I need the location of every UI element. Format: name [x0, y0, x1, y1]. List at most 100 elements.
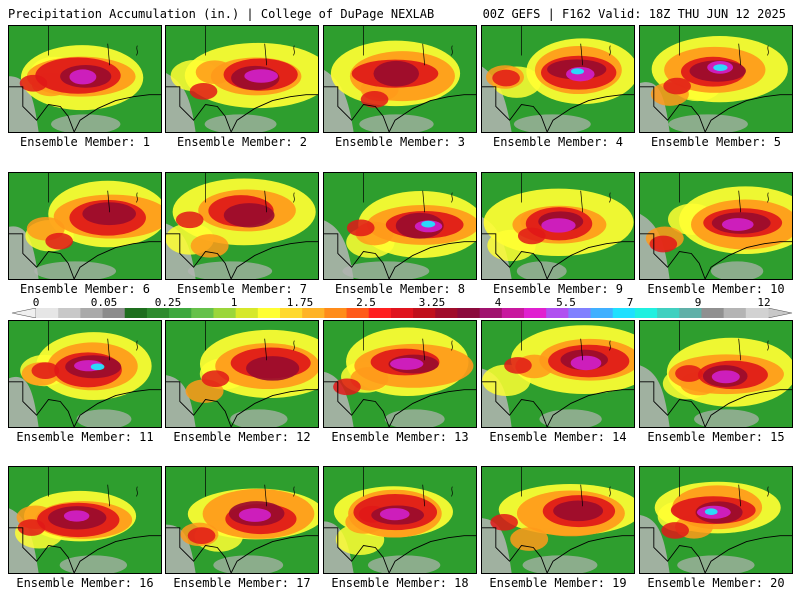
colorbar-tick-label: 0.05	[90, 296, 118, 309]
ensemble-map-panel	[8, 320, 162, 428]
colorbar-swatch	[58, 308, 81, 318]
precip-field-map	[9, 26, 161, 132]
precip-field-map	[482, 321, 634, 427]
ensemble-member-caption: Ensemble Member: 10	[647, 282, 785, 296]
ensemble-map-panel	[8, 172, 162, 280]
precip-field-map	[166, 26, 318, 132]
colorbar-tick-label: 4	[494, 296, 502, 309]
colorbar-swatch	[102, 308, 126, 318]
colorbar-swatch	[280, 308, 303, 318]
colorbar-scale	[11, 308, 793, 318]
ensemble-map-panel	[165, 25, 319, 133]
colorbar-swatch	[80, 308, 104, 318]
ensemble-member-caption: Ensemble Member: 14	[489, 430, 627, 444]
precip-field-map	[640, 173, 792, 279]
colorbar-swatch	[723, 308, 747, 318]
ensemble-map-panel	[639, 25, 793, 133]
colorbar-swatch	[324, 308, 348, 318]
precip-field-map	[640, 321, 792, 427]
ensemble-member-caption: Ensemble Member: 4	[492, 135, 624, 149]
ensemble-map-panel	[481, 320, 635, 428]
ensemble-map-panel	[481, 25, 635, 133]
colorbar-swatch	[745, 308, 769, 318]
ensemble-member-caption: Ensemble Member: 18	[331, 576, 469, 590]
precip-field-map	[9, 173, 161, 279]
ensemble-member-caption: Ensemble Member: 12	[173, 430, 311, 444]
colorbar-swatch	[657, 308, 680, 318]
colorbar-tick-label: 9	[694, 296, 702, 309]
precip-field-map	[9, 321, 161, 427]
ensemble-map-panel	[8, 466, 162, 574]
colorbar-swatch	[390, 308, 414, 318]
colorbar-tick-label: 12	[757, 296, 771, 309]
ensemble-map-panel	[639, 172, 793, 280]
ensemble-map-panel	[323, 320, 477, 428]
colorbar-swatch	[568, 308, 592, 318]
precip-field-map	[324, 173, 476, 279]
colorbar-swatch	[679, 308, 702, 318]
ensemble-member-caption: Ensemble Member: 11	[16, 430, 154, 444]
ensemble-member-caption: Ensemble Member: 5	[650, 135, 782, 149]
colorbar-tick-label: 2.5	[356, 296, 376, 309]
colorbar-swatch	[590, 308, 614, 318]
colorbar-tick-label: 3.25	[418, 296, 446, 309]
precip-field-map	[482, 467, 634, 573]
precip-field-map	[9, 467, 161, 573]
colorbar-swatch	[457, 308, 481, 318]
precip-field-map	[640, 467, 792, 573]
colorbar-swatch	[146, 308, 170, 318]
ensemble-map-panel	[481, 172, 635, 280]
ensemble-member-caption: Ensemble Member: 19	[489, 576, 627, 590]
precip-field-map	[166, 173, 318, 279]
colorbar-tick-label: 1	[230, 296, 238, 309]
ensemble-member-caption: Ensemble Member: 1	[19, 135, 151, 149]
run-valid-info: 00Z GEFS | F162 Valid: 18Z THU JUN 12 20…	[482, 7, 786, 21]
colorbar-swatch	[413, 308, 436, 318]
colorbar-swatch	[546, 308, 569, 318]
precip-field-map	[640, 26, 792, 132]
colorbar-tick-label: 1.75	[286, 296, 314, 309]
colorbar-tick-label: 0.25	[154, 296, 182, 309]
ensemble-member-caption: Ensemble Member: 17	[173, 576, 311, 590]
colorbar-swatch	[368, 308, 392, 318]
precip-field-map	[482, 26, 634, 132]
ensemble-map-panel	[481, 466, 635, 574]
colorbar-swatch	[257, 308, 281, 318]
ensemble-map-panel	[639, 466, 793, 574]
colorbar-swatch	[169, 308, 192, 318]
colorbar-swatch	[36, 308, 59, 318]
header-bar: Precipitation Accumulation (in.) | Colle…	[0, 0, 800, 26]
ensemble-member-caption: Ensemble Member: 3	[334, 135, 466, 149]
colorbar-swatch	[235, 308, 259, 318]
ensemble-member-caption: Ensemble Member: 13	[331, 430, 469, 444]
ensemble-member-caption: Ensemble Member: 8	[334, 282, 466, 296]
precip-field-map	[482, 173, 634, 279]
product-title: Precipitation Accumulation (in.) | Colle…	[8, 7, 435, 21]
ensemble-member-caption: Ensemble Member: 15	[647, 430, 785, 444]
ensemble-map-panel	[165, 466, 319, 574]
colorbar-tick-label: 7	[626, 296, 634, 309]
colorbar-swatch	[435, 308, 458, 318]
colorbar-tick-label: 5.5	[556, 296, 576, 309]
colorbar-swatch	[479, 308, 503, 318]
colorbar-swatch	[213, 308, 237, 318]
ensemble-member-caption: Ensemble Member: 20	[647, 576, 785, 590]
colorbar-labels: 0 0.05 0.25 1 1.75 2.5 3.25 4 5.5 7 9 12	[0, 296, 800, 309]
precip-field-map	[166, 467, 318, 573]
precip-field-map	[166, 321, 318, 427]
precip-field-map	[324, 26, 476, 132]
ensemble-map-panel	[323, 25, 477, 133]
colorbar-swatch	[346, 308, 370, 318]
precip-field-map	[324, 467, 476, 573]
ensemble-map-panel	[323, 466, 477, 574]
colorbar-swatch	[191, 308, 214, 318]
ensemble-member-caption: Ensemble Member: 6	[19, 282, 151, 296]
ensemble-map-panel	[639, 320, 793, 428]
colorbar-tick-label: 0	[32, 296, 40, 309]
ensemble-member-caption: Ensemble Member: 2	[176, 135, 308, 149]
precip-field-map	[324, 321, 476, 427]
ensemble-map-panel	[8, 25, 162, 133]
ensemble-map-panel	[165, 172, 319, 280]
colorbar-swatch	[302, 308, 325, 318]
colorbar-swatch	[634, 308, 658, 318]
